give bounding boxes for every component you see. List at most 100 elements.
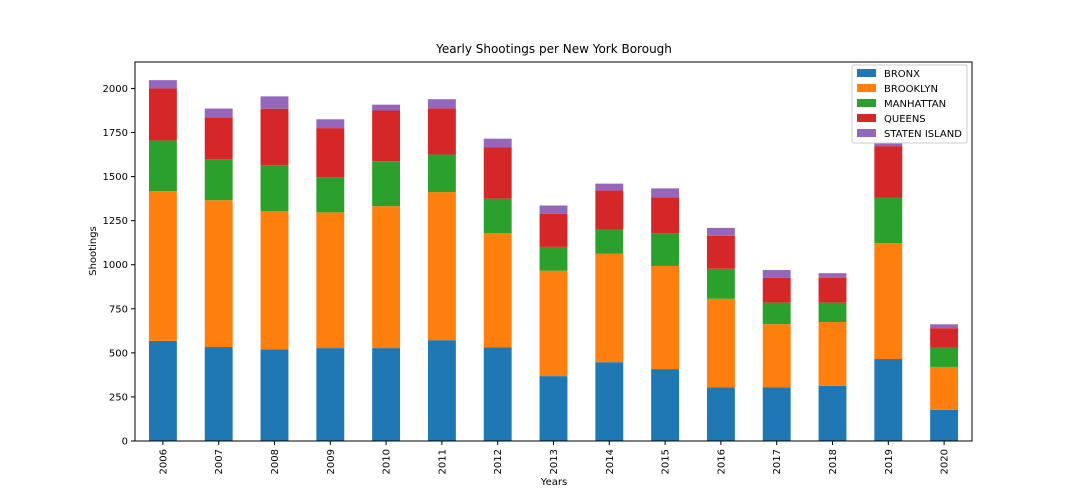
y-tick-label-2000: 2000 — [103, 84, 128, 95]
x-tick-label-2017: 2017 — [772, 449, 783, 474]
bar-brooklyn-2009 — [316, 212, 345, 349]
legend-swatch-manhattan — [857, 99, 876, 107]
bar-manhattan-2007 — [204, 159, 233, 201]
bar-bronx-2009 — [316, 348, 345, 441]
x-tick-label-2012: 2012 — [493, 449, 504, 474]
legend-label-staten-island: STATEN ISLAND — [884, 129, 962, 140]
bar-bronx-2011 — [427, 340, 456, 441]
y-tick-label-1500: 1500 — [103, 172, 128, 183]
legend-swatch-queens — [857, 114, 876, 122]
bar-queens-2009 — [316, 128, 345, 178]
y-tick-label-0: 0 — [122, 437, 128, 448]
bar-queens-2012 — [483, 147, 512, 199]
bar-staten-island-2016 — [706, 227, 735, 236]
bar-queens-2020 — [930, 328, 959, 348]
bar-queens-2014 — [595, 190, 624, 230]
x-tick-label-2019: 2019 — [884, 449, 895, 474]
bar-manhattan-2010 — [372, 161, 401, 207]
y-tick-label-1000: 1000 — [103, 260, 128, 271]
bar-queens-2019 — [874, 146, 903, 198]
bar-staten-island-2017 — [762, 270, 791, 278]
bar-bronx-2019 — [874, 359, 903, 441]
x-tick-label-2016: 2016 — [716, 449, 727, 474]
bar-bronx-2015 — [651, 369, 680, 441]
bar-queens-2013 — [539, 213, 568, 247]
bar-bronx-2013 — [539, 376, 568, 441]
bar-bronx-2014 — [595, 362, 624, 441]
legend-swatch-bronx — [857, 69, 876, 77]
bar-manhattan-2016 — [706, 268, 735, 299]
bar-staten-island-2014 — [595, 183, 624, 191]
legend-label-bronx: BRONX — [884, 69, 920, 80]
x-tick-label-2006: 2006 — [158, 449, 169, 474]
x-tick-label-2014: 2014 — [605, 449, 616, 474]
x-tick-label-2010: 2010 — [382, 449, 393, 474]
bar-brooklyn-2013 — [539, 270, 568, 377]
x-axis: 2006 2007 2008 2009 2010 2011 2012 2013 2014 2015… — [158, 441, 951, 474]
x-tick-label-2020: 2020 — [940, 449, 951, 474]
bar-bronx-2012 — [483, 347, 512, 441]
y-tick-label-500: 500 — [109, 348, 128, 359]
bar-brooklyn-2008 — [260, 211, 289, 350]
x-tick-label-2008: 2008 — [270, 449, 281, 474]
bar-staten-island-2015 — [651, 188, 680, 198]
legend-label-manhattan: MANHATTAN — [884, 99, 946, 110]
bar-brooklyn-2016 — [706, 298, 735, 388]
x-tick-label-2013: 2013 — [549, 449, 560, 474]
bar-queens-2011 — [427, 108, 456, 155]
bar-brooklyn-2014 — [595, 253, 624, 363]
bar-brooklyn-2017 — [762, 324, 791, 388]
bar-queens-2010 — [372, 110, 401, 162]
bar-brooklyn-2012 — [483, 232, 512, 348]
y-tick-label-1750: 1750 — [103, 128, 128, 139]
bar-staten-island-2018 — [818, 273, 847, 278]
bar-bronx-2018 — [818, 385, 847, 441]
bar-bronx-2008 — [260, 349, 289, 441]
x-tick-label-2018: 2018 — [828, 449, 839, 474]
bar-manhattan-2020 — [930, 347, 959, 367]
legend-swatch-staten-island — [857, 129, 876, 137]
bar-bronx-2010 — [372, 348, 401, 441]
bar-queens-2018 — [818, 277, 847, 303]
legend-swatch-brooklyn — [857, 84, 876, 92]
bar-manhattan-2014 — [595, 229, 624, 254]
x-tick-label-2015: 2015 — [661, 449, 672, 474]
bar-queens-2006 — [148, 88, 177, 141]
bar-bronx-2020 — [930, 409, 959, 441]
bar-bronx-2007 — [204, 347, 233, 441]
y-tick-label-250: 250 — [109, 392, 128, 403]
bar-queens-2015 — [651, 197, 680, 234]
bar-manhattan-2013 — [539, 246, 568, 271]
legend: BRONX BROOKLYN MANHATTAN QUEENS STATEN ISLAN… — [851, 64, 968, 144]
bar-manhattan-2015 — [651, 233, 680, 266]
legend-label-brooklyn: BROOKLYN — [884, 84, 938, 95]
bar-brooklyn-2019 — [874, 243, 903, 360]
bar-manhattan-2009 — [316, 177, 345, 213]
bar-brooklyn-2018 — [818, 322, 847, 386]
bar-manhattan-2011 — [427, 154, 456, 193]
bar-brooklyn-2020 — [930, 366, 959, 410]
bar-manhattan-2008 — [260, 165, 289, 212]
bar-queens-2008 — [260, 108, 289, 166]
bar-brooklyn-2011 — [427, 192, 456, 341]
legend-label-queens: QUEENS — [884, 114, 926, 125]
bar-queens-2016 — [706, 235, 735, 269]
bar-staten-island-2020 — [930, 324, 959, 329]
bar-staten-island-2011 — [427, 99, 456, 109]
chart-title: Yearly Shootings per New York Borough — [435, 42, 672, 56]
bar-bronx-2016 — [706, 387, 735, 441]
bar-brooklyn-2007 — [204, 200, 233, 348]
x-tick-label-2009: 2009 — [326, 449, 337, 474]
bar-manhattan-2017 — [762, 302, 791, 325]
bar-manhattan-2006 — [148, 140, 177, 192]
bar-brooklyn-2010 — [372, 206, 401, 349]
bar-staten-island-2008 — [260, 96, 289, 109]
x-tick-label-2007: 2007 — [214, 449, 225, 474]
bar-bronx-2017 — [762, 387, 791, 441]
bar-manhattan-2019 — [874, 197, 903, 244]
legend-box — [851, 64, 968, 144]
y-tick-label-1250: 1250 — [103, 216, 128, 227]
bar-staten-island-2009 — [316, 119, 345, 129]
bar-staten-island-2010 — [372, 104, 401, 111]
